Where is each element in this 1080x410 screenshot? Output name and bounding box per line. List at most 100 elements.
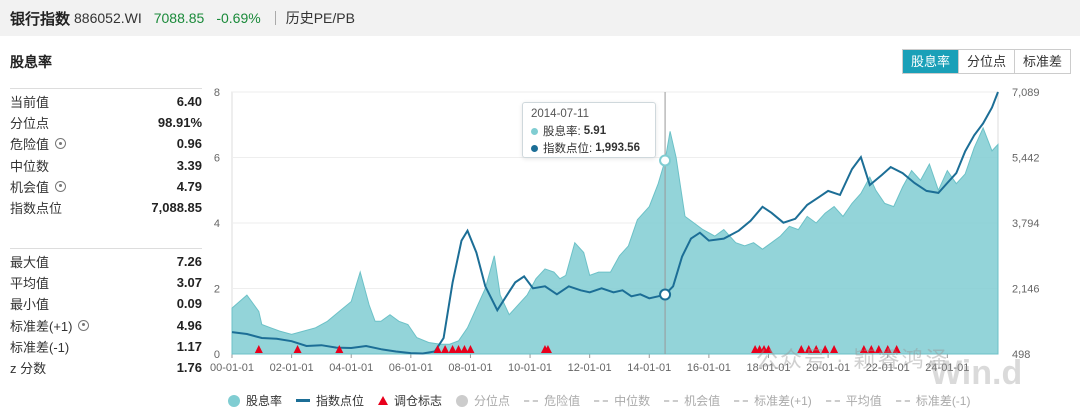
stat-value: 1.76 (176, 360, 202, 376)
rebalance-marker (797, 345, 806, 353)
section-title: 股息率 (10, 54, 52, 70)
legend-item[interactable]: 股息率 (228, 392, 282, 409)
legend-label: 平均值 (845, 394, 882, 408)
rebalance-marker (448, 345, 457, 353)
stat-row: 指数点位 7,088.85 (10, 197, 202, 218)
stat-value: 98.91% (157, 115, 202, 131)
tooltip-index-label: 指数点位: (543, 143, 593, 155)
stat-label: 标准差(+1) (10, 316, 90, 335)
y-left-tick-label: 0 (214, 349, 220, 361)
legend-item[interactable]: 机会值 (664, 392, 720, 409)
stat-value: 0.09 (176, 296, 202, 312)
divider (274, 11, 276, 25)
rebalance-marker (454, 345, 463, 353)
legend-label: 标准差(+1) (754, 394, 812, 408)
watermark-brand: Win.d (930, 354, 1023, 392)
stat-label-text: 指数点位 (10, 201, 63, 217)
legend-dash-icon (524, 399, 539, 402)
watermark: 公众号 · 颖睿鸿泽 (756, 347, 950, 372)
legend-label: 分位点 (474, 394, 511, 408)
stat-row: 最小值 0.09 (10, 293, 202, 314)
legend-label: 中位数 (614, 394, 651, 408)
legend-item[interactable]: 标准差(-1) (895, 392, 970, 409)
stat-label-text: 标准差(+1) (10, 318, 73, 334)
index-name: 银行指数 (10, 10, 71, 28)
y-left-tick-label: 4 (214, 218, 220, 230)
rebalance-marker (867, 345, 876, 353)
index-price: 7088.85 (153, 10, 205, 26)
legend-item[interactable]: 调仓标志 (378, 392, 442, 409)
dividend-hover-point (659, 154, 672, 167)
stat-row: 机会值 4.79 (10, 176, 202, 197)
stat-label: 指数点位 (10, 198, 62, 217)
settings-gear-icon[interactable] (55, 180, 67, 192)
stat-label-text: 危险值 (10, 137, 50, 153)
index-dot-icon (531, 144, 538, 152)
stat-value: 3.39 (176, 157, 202, 173)
legend-dash-icon (664, 399, 679, 402)
rebalance-marker (821, 345, 830, 353)
rebalance-marker (433, 345, 442, 353)
stat-value: 6.40 (176, 94, 202, 110)
x-tick-label: 16-01-01 (687, 362, 731, 374)
tooltip-dividend-row: 股息率: 5.91 (531, 123, 647, 139)
legend-item[interactable]: 危险值 (524, 392, 580, 409)
x-tick-label: 14-01-01 (627, 362, 671, 374)
legend-dash-icon (594, 399, 609, 402)
metric-tabs: 股息率 分位点 标准差 (902, 49, 1072, 74)
x-tick-label: 12-01-01 (568, 362, 612, 374)
tab-std-dev[interactable]: 标准差 (1014, 50, 1071, 73)
title-bar: 银行指数 886052.WI 7088.85 -0.69% 历史PE/PB (0, 0, 1080, 36)
rebalance-marker (441, 345, 450, 353)
rebalance-marker (293, 345, 302, 353)
legend-item[interactable]: 平均值 (825, 392, 882, 409)
dividend-yield-area (231, 126, 999, 355)
dividend-dot-icon (531, 127, 538, 135)
chart-tooltip: 2014-07-11 股息率: 5.91 指数点位: 1,993.56 (522, 102, 656, 158)
rebalance-marker (335, 345, 344, 353)
legend-line-icon (296, 399, 311, 402)
settings-gear-icon[interactable] (78, 319, 90, 331)
stat-label: z 分数 (10, 358, 46, 377)
stat-label: 最小值 (10, 294, 49, 313)
index-points-line (231, 91, 999, 355)
tab-dividend-yield[interactable]: 股息率 (903, 50, 959, 73)
legend-dot-icon (456, 394, 469, 407)
stat-label-text: 当前值 (10, 95, 50, 111)
y-right-tick-label: 7,089 (1012, 87, 1040, 99)
legend-item[interactable]: 中位数 (594, 392, 650, 409)
y-left-tick-label: 2 (214, 284, 220, 296)
stat-row: 最大值 7.26 (10, 251, 202, 272)
tooltip-index-value: 1,993.56 (595, 142, 640, 154)
stat-row: 标准差(-1) 1.17 (10, 336, 202, 357)
settings-gear-icon[interactable] (55, 138, 67, 150)
legend-label: 调仓标志 (394, 394, 443, 408)
rebalance-marker (543, 345, 552, 353)
stat-row: 危险值 0.96 (10, 133, 202, 154)
legend-item[interactable]: 分位点 (456, 392, 510, 409)
stat-label-text: 标准差(-1) (10, 339, 70, 355)
legend-item[interactable]: 指数点位 (296, 392, 364, 409)
stat-label-text: z 分数 (10, 361, 47, 377)
rebalance-marker (460, 345, 469, 353)
tab-percentile[interactable]: 分位点 (958, 50, 1015, 73)
history-pe-pb-link[interactable]: 历史PE/PB (285, 10, 355, 26)
legend-label: 危险值 (544, 394, 581, 408)
x-tick-label: 06-01-01 (389, 362, 433, 374)
y-right-tick-label: 2,146 (1012, 284, 1040, 296)
legend-label: 指数点位 (316, 394, 365, 408)
x-tick-label: 10-01-01 (508, 362, 552, 374)
x-tick-label: 08-01-01 (448, 362, 492, 374)
stat-label: 中位数 (10, 156, 49, 175)
stats-divider (10, 248, 202, 249)
tooltip-index-row: 指数点位: 1,993.56 (531, 140, 647, 156)
stats-divider (10, 88, 202, 89)
x-tick-label: 18-01-01 (746, 362, 790, 374)
rebalance-marker (830, 345, 839, 353)
rebalance-marker (804, 345, 813, 353)
legend-item[interactable]: 标准差(+1) (734, 392, 812, 409)
stat-row: z 分数 1.76 (10, 357, 202, 378)
stat-label: 标准差(-1) (10, 337, 69, 356)
stat-value: 3.07 (176, 275, 202, 291)
stat-row: 分位点 98.91% (10, 112, 202, 133)
